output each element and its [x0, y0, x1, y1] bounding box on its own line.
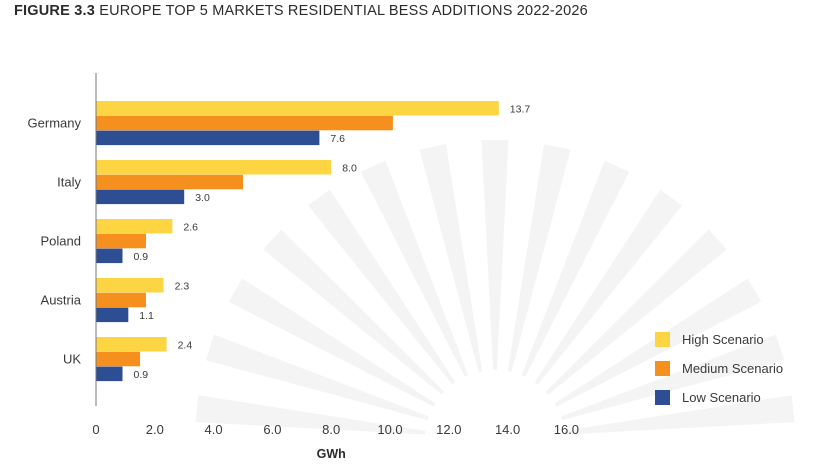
- bar-germany-medium-scenario: [96, 115, 393, 131]
- data-label: 8.0: [342, 162, 357, 174]
- bar-poland-low-scenario: [96, 248, 123, 264]
- bar-poland-medium-scenario: [96, 233, 146, 249]
- watermark-ray: [419, 144, 483, 372]
- x-tick-label: 16.0: [554, 422, 579, 437]
- x-axis-title: GWh: [317, 447, 346, 461]
- x-tick-label: 0: [92, 422, 99, 437]
- x-tick-label: 10.0: [377, 422, 402, 437]
- watermark-ray: [263, 229, 445, 395]
- category-label: UK: [63, 352, 81, 367]
- watermark-ray: [545, 229, 727, 395]
- x-tick-label: 12.0: [436, 422, 461, 437]
- legend-swatch: [655, 361, 670, 376]
- category-label: Germany: [28, 116, 82, 131]
- bar-uk-medium-scenario: [96, 351, 141, 367]
- data-label: 2.4: [178, 339, 193, 351]
- category-label: Austria: [41, 293, 82, 308]
- bar-italy-medium-scenario: [96, 174, 243, 190]
- data-label: 1.1: [139, 310, 154, 322]
- category-label: Poland: [41, 234, 81, 249]
- watermark-ray: [564, 395, 795, 435]
- bar-austria-high-scenario: [96, 278, 164, 293]
- watermark-ray: [534, 189, 683, 385]
- figure-label: FIGURE 3.3: [14, 3, 95, 19]
- data-label: 0.9: [134, 369, 149, 381]
- watermark-ray: [561, 334, 785, 421]
- bar-austria-low-scenario: [96, 307, 129, 323]
- legend-swatch: [655, 332, 670, 347]
- bar-poland-high-scenario: [96, 219, 173, 234]
- x-tick-label: 8.0: [322, 422, 340, 437]
- legend-label: Medium Scenario: [682, 361, 783, 376]
- data-label: 13.7: [510, 103, 531, 115]
- legend-label: High Scenario: [682, 332, 764, 347]
- watermark-ray: [507, 144, 571, 372]
- data-labels-group: 13.7 7.6 8.0 3.0 2.6 0.9 2.3 1.1 2.4 0.9: [134, 103, 531, 381]
- data-label: 2.3: [175, 280, 190, 292]
- data-label: 7.6: [330, 133, 345, 145]
- x-tick-label: 14.0: [495, 422, 520, 437]
- watermark-ray: [205, 334, 429, 421]
- bar-italy-high-scenario: [96, 160, 332, 175]
- data-label: 3.0: [195, 192, 210, 204]
- x-tick-label: 2.0: [146, 422, 164, 437]
- x-tick-label: 6.0: [263, 422, 281, 437]
- bar-austria-medium-scenario: [96, 292, 146, 308]
- x-tick-label: 4.0: [205, 422, 223, 437]
- bar-germany-high-scenario: [96, 101, 499, 116]
- watermark-ray: [481, 140, 509, 370]
- bar-germany-low-scenario: [96, 130, 320, 146]
- category-label: Italy: [57, 175, 81, 190]
- data-label: 0.9: [134, 251, 149, 263]
- data-label: 2.6: [183, 221, 198, 233]
- legend-label: Low Scenario: [682, 390, 761, 405]
- category-labels-group: Germany Italy Poland Austria UK: [28, 116, 82, 367]
- bar-uk-high-scenario: [96, 337, 167, 352]
- bar-italy-low-scenario: [96, 189, 185, 205]
- legend-swatch: [655, 390, 670, 405]
- watermark-ray: [228, 278, 436, 407]
- figure-title: FIGURE 3.3 EUROPE TOP 5 MARKETS RESIDENT…: [14, 3, 588, 19]
- bar-uk-low-scenario: [96, 366, 123, 382]
- watermark-ray: [521, 160, 630, 377]
- x-tick-labels-group: 0 2.0 4.0 6.0 8.0 10.0 12.0 14.0 16.0: [92, 422, 579, 437]
- legend: High Scenario Medium Scenario Low Scenario: [655, 332, 783, 405]
- watermark-ray: [307, 189, 456, 385]
- watermark-ray: [195, 395, 426, 435]
- watermark-ray: [360, 160, 469, 377]
- sunburst-watermark: [195, 140, 795, 435]
- figure-title-text: EUROPE TOP 5 MARKETS RESIDENTIAL BESS AD…: [99, 3, 588, 19]
- bars-group: [96, 101, 499, 382]
